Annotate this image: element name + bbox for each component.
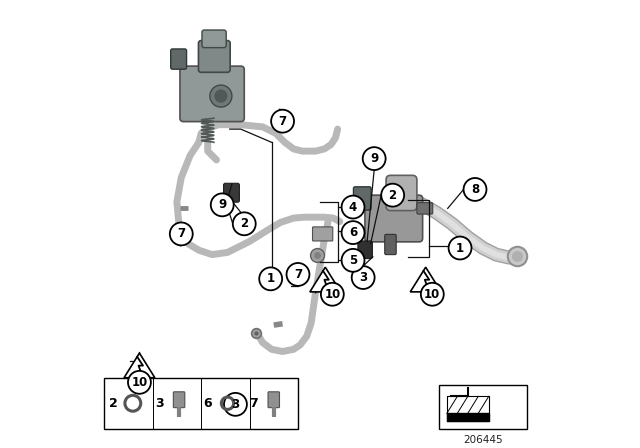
FancyBboxPatch shape: [439, 384, 527, 429]
FancyBboxPatch shape: [386, 175, 417, 211]
Text: 9: 9: [370, 152, 378, 165]
FancyBboxPatch shape: [385, 234, 396, 254]
Text: 10: 10: [324, 288, 340, 301]
Text: 6: 6: [204, 397, 212, 410]
Text: 3: 3: [232, 398, 239, 411]
Text: 5: 5: [349, 254, 357, 267]
FancyBboxPatch shape: [173, 392, 185, 408]
Text: 2: 2: [388, 189, 397, 202]
Text: 6: 6: [349, 226, 357, 239]
Polygon shape: [410, 267, 441, 292]
Text: 1: 1: [267, 272, 275, 285]
FancyBboxPatch shape: [417, 202, 433, 214]
FancyBboxPatch shape: [358, 241, 372, 258]
Polygon shape: [124, 353, 155, 378]
Text: 10: 10: [131, 376, 148, 389]
Circle shape: [363, 147, 386, 170]
Circle shape: [259, 267, 282, 290]
Circle shape: [463, 178, 486, 201]
Text: 3: 3: [155, 397, 164, 410]
Polygon shape: [310, 267, 340, 292]
Text: 9: 9: [218, 198, 227, 211]
Text: 3: 3: [359, 271, 367, 284]
Text: 7: 7: [294, 268, 302, 281]
FancyBboxPatch shape: [268, 392, 280, 408]
FancyBboxPatch shape: [365, 195, 422, 242]
FancyBboxPatch shape: [223, 183, 239, 202]
Circle shape: [342, 196, 365, 219]
Text: 206445: 206445: [463, 435, 503, 445]
FancyBboxPatch shape: [104, 378, 298, 429]
Circle shape: [211, 194, 234, 216]
FancyBboxPatch shape: [202, 30, 226, 47]
FancyBboxPatch shape: [312, 227, 333, 241]
Circle shape: [321, 283, 344, 306]
Circle shape: [381, 184, 404, 207]
Text: 7: 7: [250, 397, 259, 410]
Text: 7: 7: [177, 228, 186, 241]
Circle shape: [287, 263, 309, 286]
Circle shape: [271, 110, 294, 133]
Circle shape: [224, 393, 247, 416]
Text: 4: 4: [349, 201, 357, 214]
Circle shape: [214, 90, 227, 103]
Circle shape: [342, 221, 365, 244]
FancyBboxPatch shape: [198, 41, 230, 72]
Text: 2: 2: [109, 397, 117, 410]
FancyBboxPatch shape: [180, 66, 244, 121]
Text: 8: 8: [471, 183, 479, 196]
Text: 2: 2: [240, 217, 248, 230]
Circle shape: [342, 249, 365, 272]
Circle shape: [170, 223, 193, 246]
FancyBboxPatch shape: [171, 49, 186, 69]
Circle shape: [449, 237, 472, 259]
Circle shape: [352, 266, 374, 289]
Circle shape: [210, 85, 232, 107]
Circle shape: [421, 283, 444, 306]
Circle shape: [233, 212, 256, 235]
Text: 1: 1: [456, 241, 464, 254]
Text: 7: 7: [278, 115, 287, 128]
Text: 10: 10: [424, 288, 440, 301]
FancyBboxPatch shape: [353, 187, 371, 210]
Circle shape: [128, 371, 151, 394]
